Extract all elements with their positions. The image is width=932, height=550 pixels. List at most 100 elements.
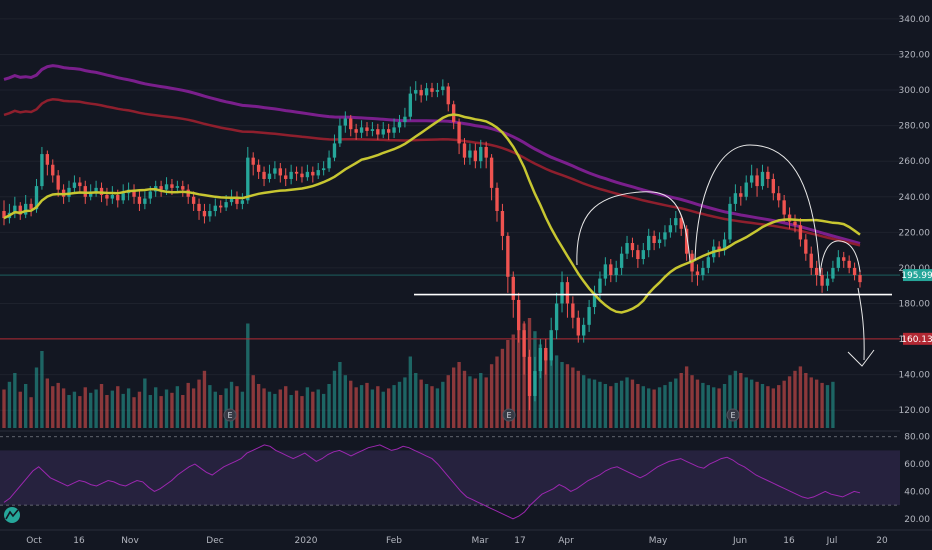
candle-body[interactable] xyxy=(110,194,115,199)
candle-body[interactable] xyxy=(284,175,288,179)
candle-body[interactable] xyxy=(755,175,759,187)
candle-body[interactable] xyxy=(56,175,60,190)
candle-body[interactable] xyxy=(858,275,862,283)
candle-body[interactable] xyxy=(365,127,369,131)
candle-body[interactable] xyxy=(619,253,624,268)
candle-body[interactable] xyxy=(446,86,450,105)
candle-body[interactable] xyxy=(181,186,185,190)
candle-body[interactable] xyxy=(408,93,413,117)
candle-body[interactable] xyxy=(451,104,456,123)
candle-body[interactable] xyxy=(647,235,651,251)
candle-body[interactable] xyxy=(164,184,169,190)
candle-body[interactable] xyxy=(825,278,830,286)
candle-body[interactable] xyxy=(728,203,732,240)
candle-body[interactable] xyxy=(137,196,142,204)
candle-body[interactable] xyxy=(603,264,608,279)
candle-body[interactable] xyxy=(500,210,505,236)
candle-body[interactable] xyxy=(424,88,429,96)
candle-body[interactable] xyxy=(359,127,364,133)
candle-body[interactable] xyxy=(804,239,808,254)
candle-body[interactable] xyxy=(657,239,662,244)
candle-body[interactable] xyxy=(267,173,272,179)
candle-body[interactable] xyxy=(695,271,700,276)
candle-body[interactable] xyxy=(663,232,667,240)
candle-body[interactable] xyxy=(121,193,125,201)
candle-body[interactable] xyxy=(706,257,710,268)
candle-body[interactable] xyxy=(51,164,55,176)
candle-body[interactable] xyxy=(273,168,277,174)
candle-body[interactable] xyxy=(533,371,537,396)
candle-body[interactable] xyxy=(587,307,591,325)
candle-body[interactable] xyxy=(397,122,402,128)
candle-body[interactable] xyxy=(289,171,293,179)
candle-body[interactable] xyxy=(798,225,803,240)
candle-body[interactable] xyxy=(300,173,304,178)
candle-body[interactable] xyxy=(332,143,337,158)
candle-body[interactable] xyxy=(571,303,575,318)
candle-body[interactable] xyxy=(517,299,521,331)
candle-body[interactable] xyxy=(462,143,467,158)
candle-body[interactable] xyxy=(240,200,245,204)
candle-body[interactable] xyxy=(495,187,499,211)
candle-body[interactable] xyxy=(625,243,629,254)
candle-body[interactable] xyxy=(771,178,775,194)
candle-body[interactable] xyxy=(777,193,781,201)
candle-body[interactable] xyxy=(717,246,721,251)
moving-average-200[interactable] xyxy=(3,64,861,245)
candle-body[interactable] xyxy=(78,182,82,187)
candle-body[interactable] xyxy=(321,168,326,171)
candle-body[interactable] xyxy=(733,193,738,204)
candle-body[interactable] xyxy=(381,129,385,135)
candle-body[interactable] xyxy=(430,88,434,92)
moving-average-50[interactable] xyxy=(3,113,861,314)
candle-body[interactable] xyxy=(641,250,645,260)
candle-body[interactable] xyxy=(229,196,234,203)
candle-body[interactable] xyxy=(674,218,678,226)
candle-body[interactable] xyxy=(251,157,255,165)
candle-body[interactable] xyxy=(376,129,380,135)
candle-body[interactable] xyxy=(349,118,353,130)
candle-body[interactable] xyxy=(782,200,786,215)
candle-body[interactable] xyxy=(202,210,207,217)
candle-body[interactable] xyxy=(343,118,347,126)
candle-body[interactable] xyxy=(219,205,223,208)
candle-body[interactable] xyxy=(473,150,478,162)
candle-body[interactable] xyxy=(609,264,613,276)
candle-body[interactable] xyxy=(40,154,44,187)
candle-body[interactable] xyxy=(484,146,488,158)
candle-body[interactable] xyxy=(435,90,440,92)
moving-average-100[interactable] xyxy=(3,98,861,247)
candle-body[interactable] xyxy=(576,317,580,336)
candle-body[interactable] xyxy=(847,260,851,268)
candle-body[interactable] xyxy=(598,278,602,293)
candle-body[interactable] xyxy=(246,157,250,201)
candle-body[interactable] xyxy=(213,205,217,211)
candle-body[interactable] xyxy=(45,154,50,165)
candle-body[interactable] xyxy=(749,175,754,183)
candle-body[interactable] xyxy=(479,146,483,162)
candle-body[interactable] xyxy=(684,228,689,254)
candle-body[interactable] xyxy=(148,191,152,199)
candle-body[interactable] xyxy=(327,157,331,169)
earnings-marker[interactable] xyxy=(726,408,740,422)
candle-body[interactable] xyxy=(831,267,835,279)
candle-body[interactable] xyxy=(94,187,98,192)
candle-body[interactable] xyxy=(842,257,846,261)
candle-body[interactable] xyxy=(419,90,423,96)
earnings-marker[interactable] xyxy=(502,408,516,422)
candle-body[interactable] xyxy=(316,170,320,176)
candle-body[interactable] xyxy=(506,235,510,277)
candle-body[interactable] xyxy=(89,191,93,197)
candle-body[interactable] xyxy=(560,282,564,304)
candle-body[interactable] xyxy=(809,253,813,268)
candle-body[interactable] xyxy=(2,210,6,219)
earnings-marker[interactable] xyxy=(223,408,237,422)
candlestick-series[interactable] xyxy=(2,79,862,411)
tradingview-logo-icon[interactable] xyxy=(4,507,20,523)
candle-body[interactable] xyxy=(311,171,315,176)
candle-body[interactable] xyxy=(278,168,282,176)
candle-body[interactable] xyxy=(83,186,87,197)
candle-body[interactable] xyxy=(701,267,705,276)
candle-body[interactable] xyxy=(256,164,261,172)
candle-body[interactable] xyxy=(538,347,543,372)
